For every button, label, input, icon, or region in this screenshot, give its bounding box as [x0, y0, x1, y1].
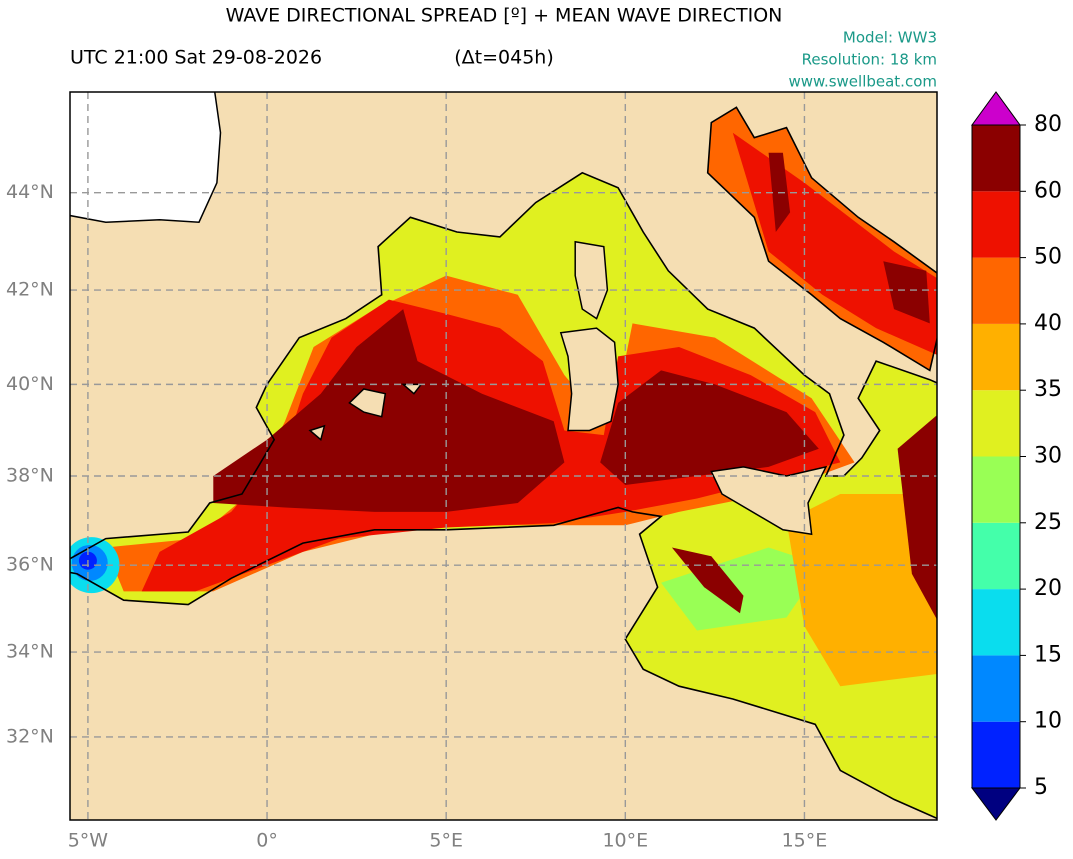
colorbar-label: 40 [1034, 311, 1062, 336]
x-tick-label: 15°E [782, 830, 828, 852]
colorbar-segment [972, 721, 1020, 788]
y-tick-label: 40°N [6, 373, 54, 395]
map-frame [69, 91, 938, 821]
colorbar-segment [972, 390, 1020, 457]
colorbar-label: 25 [1034, 510, 1062, 535]
colorbar-segment [972, 323, 1020, 391]
colorbar-segment [972, 257, 1020, 324]
colorbar-segment [972, 522, 1020, 590]
x-tick-label: 5°E [429, 830, 463, 852]
sea-field [661, 547, 823, 631]
colorbar-segment [972, 125, 1020, 192]
colorbar-label: 5 [1034, 775, 1048, 800]
sea-field [883, 261, 930, 324]
colorbar: 5 10 15 20 25 30 35 40 50 60 80 [971, 91, 1062, 821]
y-tick-label: 34°N [6, 641, 54, 663]
outer-ocean [70, 92, 222, 223]
colorbar-segment [972, 191, 1020, 258]
x-tick-label: 10°E [602, 830, 648, 852]
y-tick-label: 44°N [6, 181, 54, 203]
colorbar-label: 15 [1034, 642, 1062, 667]
colorbar-label: 60 [1034, 178, 1062, 203]
island [710, 465, 828, 536]
colorbar-over [971, 91, 1021, 126]
map [70, 92, 937, 820]
sea-field [786, 494, 937, 687]
website: www.swellbeat.com [789, 73, 937, 91]
y-tick-label: 32°N [6, 725, 54, 747]
lead-time: (Δt=045h) [454, 47, 554, 69]
sea-field [600, 370, 819, 485]
y-tick-label: 36°N [6, 554, 54, 576]
time: UTC 21:00 Sat 29-08-2026 [70, 47, 322, 69]
sea-field [671, 547, 744, 614]
y-tick-label: 42°N [6, 279, 54, 301]
island [348, 388, 387, 418]
title: WAVE DIRECTIONAL SPREAD [º] + MEAN WAVE … [226, 5, 783, 27]
resolution: Resolution: 18 km [802, 51, 937, 69]
sea-field [897, 415, 937, 620]
colorbar-segment [972, 655, 1020, 722]
colorbar-label: 35 [1034, 377, 1062, 402]
coastline [706, 106, 937, 372]
x-tick-label: 0° [256, 830, 278, 852]
colorbar-label: 50 [1034, 245, 1062, 270]
island [308, 424, 326, 442]
island [559, 327, 619, 432]
colorbar-segment [972, 456, 1020, 523]
colorbar-label: 30 [1034, 444, 1062, 469]
island [574, 240, 609, 320]
x-tick-label: 5°W [68, 830, 109, 852]
colorbar-segment [972, 589, 1020, 656]
colorbar-label: 20 [1034, 576, 1062, 601]
colorbar-under [971, 787, 1021, 821]
colorbar-label: 80 [1034, 112, 1062, 137]
colorbar-label: 10 [1034, 709, 1062, 734]
y-tick-label: 38°N [6, 464, 54, 486]
sea-field [213, 309, 565, 512]
model: Model: WW3 [843, 29, 937, 47]
